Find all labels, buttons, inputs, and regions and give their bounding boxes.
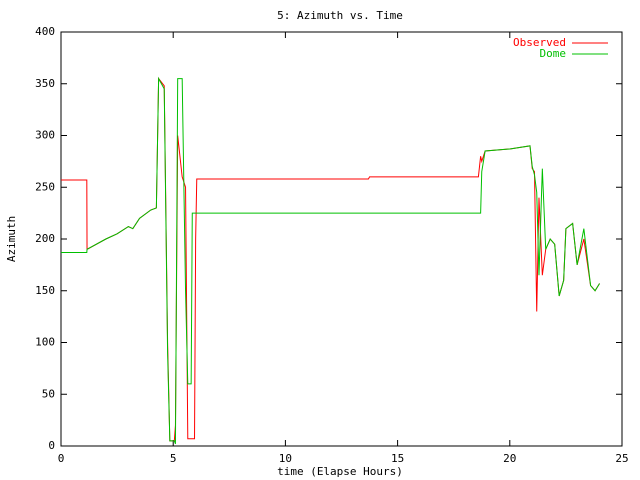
y-tick-label: 150	[35, 284, 55, 297]
x-tick-label: 25	[615, 452, 628, 465]
y-tick-label: 100	[35, 336, 55, 349]
y-tick-label: 300	[35, 129, 55, 142]
x-tick-label: 20	[503, 452, 516, 465]
y-tick-label: 250	[35, 180, 55, 193]
y-tick-label: 0	[48, 439, 55, 452]
x-tick-label: 5	[170, 452, 177, 465]
x-tick-label: 15	[391, 452, 404, 465]
x-axis-label: time (Elapse Hours)	[277, 465, 403, 478]
chart-title: 5: Azimuth vs. Time	[277, 9, 403, 22]
y-tick-label: 200	[35, 232, 55, 245]
x-tick-label: 0	[58, 452, 65, 465]
series-line	[61, 76, 600, 445]
series-line	[61, 77, 600, 442]
y-tick-label: 400	[35, 25, 55, 38]
y-tick-label: 50	[42, 387, 55, 400]
legend-label: Dome	[540, 47, 567, 60]
y-tick-label: 350	[35, 77, 55, 90]
x-tick-label: 10	[279, 452, 292, 465]
y-axis-label: Azimuth	[5, 216, 18, 262]
legend-label: Observed	[513, 36, 566, 49]
